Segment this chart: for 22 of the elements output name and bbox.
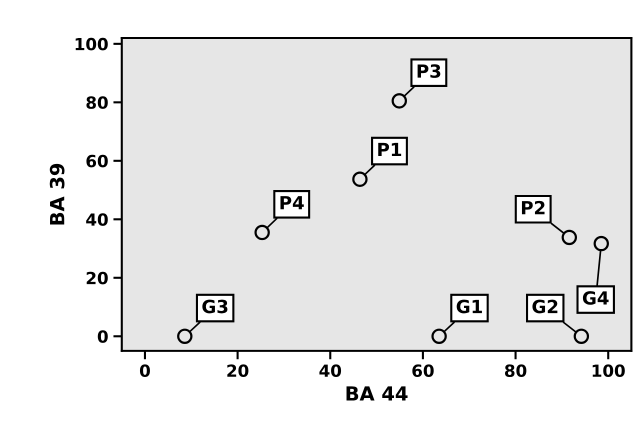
x-tick-label: 0 [140, 364, 150, 377]
x-tick-label: 40 [319, 364, 342, 377]
y-tick-label: 20 [86, 272, 108, 284]
x-tick-label: 60 [412, 364, 434, 377]
y-tick-label: 0 [98, 330, 108, 343]
x-tick-label: 20 [227, 364, 248, 377]
y-axis-title: BA 39 [50, 164, 64, 225]
y-tick-label: 100 [76, 38, 108, 50]
annotation: G2 [532, 300, 558, 314]
annotation: P4 [280, 196, 304, 210]
x-tick-label: 100 [592, 364, 625, 377]
annotation: P3 [418, 64, 440, 78]
annotation: P1 [378, 142, 402, 156]
y-tick-label: 80 [86, 96, 108, 109]
y-tick-label: 40 [86, 213, 108, 226]
y-tick-label: 60 [86, 154, 108, 168]
annotation: P2 [522, 200, 545, 214]
annotation: G1 [456, 300, 482, 314]
x-axis-title: BA 44 [346, 386, 408, 401]
annotation: G3 [202, 300, 228, 314]
x-tick-label: 80 [504, 364, 526, 377]
annotation: G4 [582, 291, 609, 305]
